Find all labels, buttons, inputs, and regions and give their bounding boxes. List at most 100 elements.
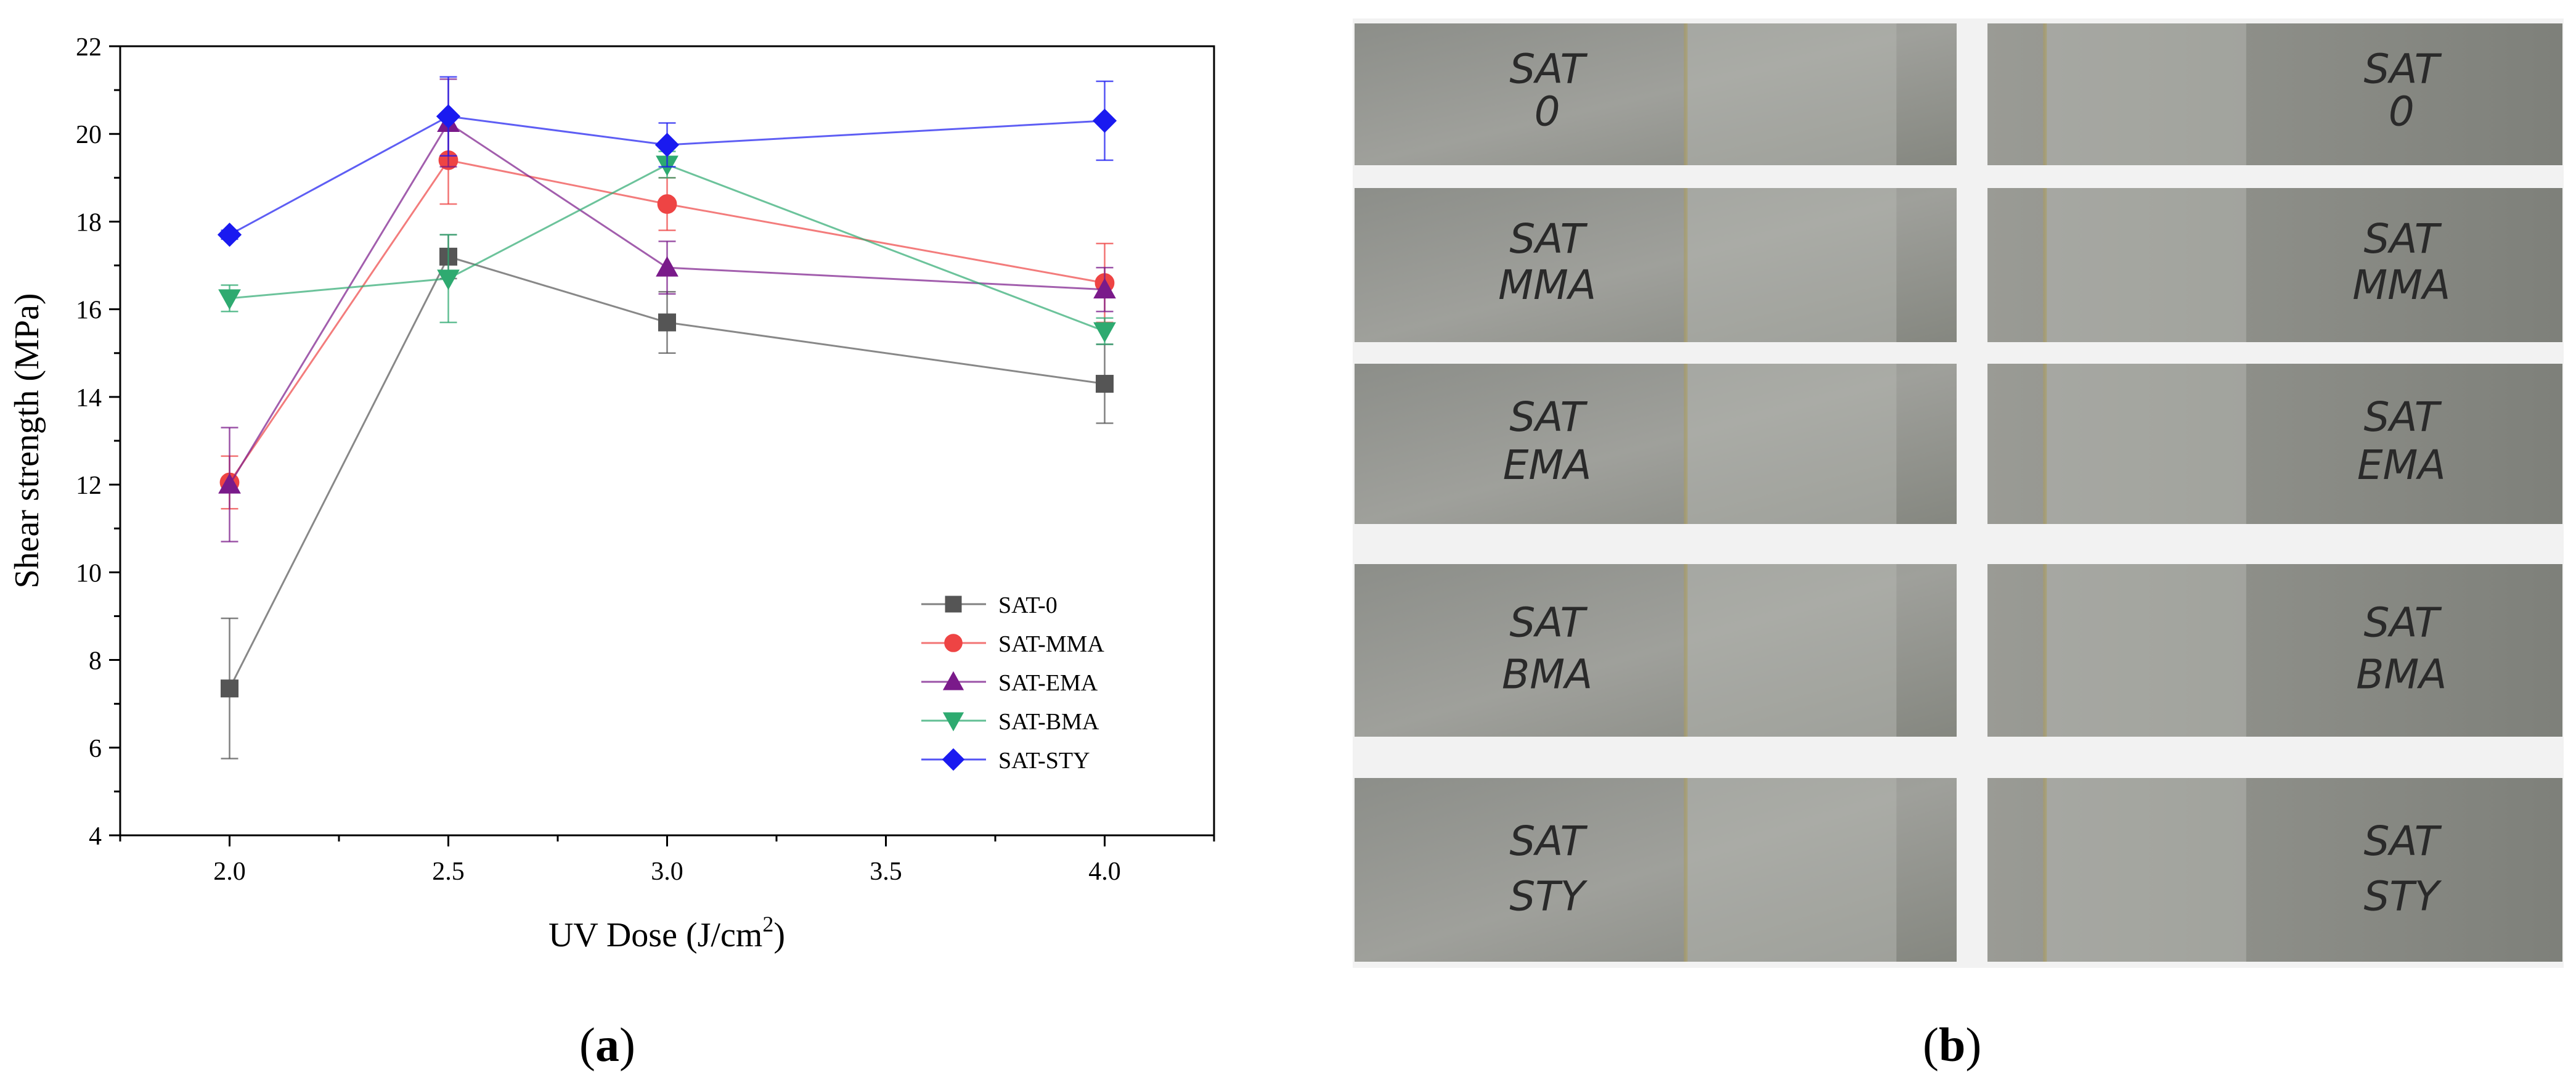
adhesive-area — [2045, 188, 2246, 342]
chart-series — [217, 76, 1117, 760]
data-point — [1093, 322, 1116, 343]
data-point — [1092, 108, 1117, 133]
strip-label-top: SAT — [2363, 215, 2442, 263]
series-line — [229, 255, 1105, 689]
adhesive-area — [1685, 778, 1897, 962]
y-tick-label: 22 — [76, 33, 102, 62]
legend-label: SAT-STY — [998, 748, 1090, 774]
adhesive-area — [1685, 364, 1897, 524]
adhesive-area — [1685, 23, 1897, 165]
data-point — [656, 256, 679, 277]
strip-label-top: SAT — [1509, 393, 1588, 441]
panel-label-a: (a) — [579, 1018, 635, 1071]
strip-label-bottom: 0 — [1535, 88, 1560, 136]
x-tick-label: 4.0 — [1088, 858, 1121, 886]
x-tick-label: 2.0 — [213, 858, 246, 886]
data-point — [657, 194, 677, 214]
data-point — [654, 133, 680, 157]
adhesive-area — [2045, 564, 2246, 737]
data-point — [217, 223, 242, 247]
data-point — [1096, 375, 1114, 393]
x-tick-label: 2.5 — [432, 858, 465, 886]
legend-entry: SAT-STY — [921, 748, 1090, 774]
strip-label-top: SAT — [2363, 46, 2442, 93]
adhesive-area — [1685, 564, 1897, 737]
series-line — [229, 115, 1105, 236]
chart-legend: SAT-0 SAT-MMA SAT-EMA SAT-BMA SAT-STY — [921, 592, 1104, 774]
series-sat-bma — [218, 150, 1116, 345]
strip-label-top: SAT — [1509, 215, 1588, 263]
adhesive-area — [2045, 778, 2246, 962]
strip-label-top: SAT — [1509, 599, 1588, 647]
strip-label-bottom: STY — [2363, 873, 2442, 920]
strip-label-top: SAT — [1509, 46, 1588, 93]
y-tick-label: 4 — [89, 822, 102, 851]
data-point — [218, 289, 241, 310]
chart-axes: 2.0 2.5 3.0 3.5 4.0 4 6 8 10 12 14 16 18 20 22 — [76, 33, 1215, 886]
y-tick-label: 10 — [76, 559, 102, 588]
legend-label: SAT-MMA — [998, 631, 1104, 657]
y-tick-label: 8 — [89, 647, 102, 676]
y-tick-label: 18 — [76, 208, 102, 237]
series-sat-0 — [221, 234, 1114, 760]
series-line — [229, 163, 1106, 332]
legend-label: SAT-EMA — [998, 670, 1098, 696]
legend-marker — [945, 596, 962, 613]
strip-label-top: SAT — [1509, 817, 1588, 865]
adhesive-area — [2045, 23, 2246, 165]
legend-label: SAT-BMA — [998, 709, 1099, 735]
adhesive-area — [2045, 364, 2246, 524]
y-tick-label: 20 — [76, 121, 102, 149]
legend-marker — [942, 671, 964, 690]
legend-entry: SAT-0 — [921, 592, 1058, 618]
specimen-strip: SAT STY — [1987, 778, 2562, 962]
data-point — [218, 473, 241, 494]
legend-entry: SAT-MMA — [921, 631, 1104, 657]
strip-label-bottom: MMA — [2352, 261, 2450, 309]
strip-label-bottom: 0 — [2389, 88, 2415, 136]
legend-entry: SAT-BMA — [921, 709, 1099, 735]
strip-label-bottom: MMA — [1498, 261, 1596, 309]
strip-label-top: SAT — [2363, 599, 2442, 647]
panel-label-b: (b) — [1923, 1018, 1982, 1071]
strip-label-bottom: BMA — [1502, 651, 1592, 698]
legend-label: SAT-0 — [998, 592, 1058, 618]
data-point — [1093, 278, 1116, 299]
legend-marker — [942, 748, 965, 771]
series-line — [229, 159, 1105, 483]
data-point — [436, 104, 461, 129]
adhesive-area — [1685, 188, 1897, 342]
strip-label-bottom: STY — [1509, 873, 1588, 920]
y-axis-label: Shear strength (MPa) — [8, 293, 46, 588]
strip-label-bottom: EMA — [1503, 441, 1592, 489]
legend-entry: SAT-EMA — [921, 670, 1098, 696]
x-tick-label: 3.5 — [870, 858, 902, 886]
strip-label-top: SAT — [2363, 393, 2442, 441]
strip-label-top: SAT — [2363, 817, 2442, 865]
series-sat-sty — [217, 76, 1117, 247]
legend-marker — [944, 634, 963, 652]
strip-label-bottom: EMA — [2357, 441, 2446, 489]
data-point — [221, 679, 238, 698]
y-tick-label: 16 — [76, 297, 102, 325]
y-tick-label: 12 — [76, 472, 102, 500]
data-point — [658, 313, 676, 332]
legend-marker — [942, 712, 964, 732]
y-tick-label: 14 — [76, 384, 102, 412]
strip-label-bottom: BMA — [2356, 651, 2447, 698]
specimen-strip: SAT STY — [1355, 778, 1957, 962]
x-tick-label: 3.0 — [651, 858, 683, 886]
series-line — [229, 121, 1105, 485]
data-point — [437, 269, 460, 290]
y-tick-label: 6 — [89, 735, 102, 763]
